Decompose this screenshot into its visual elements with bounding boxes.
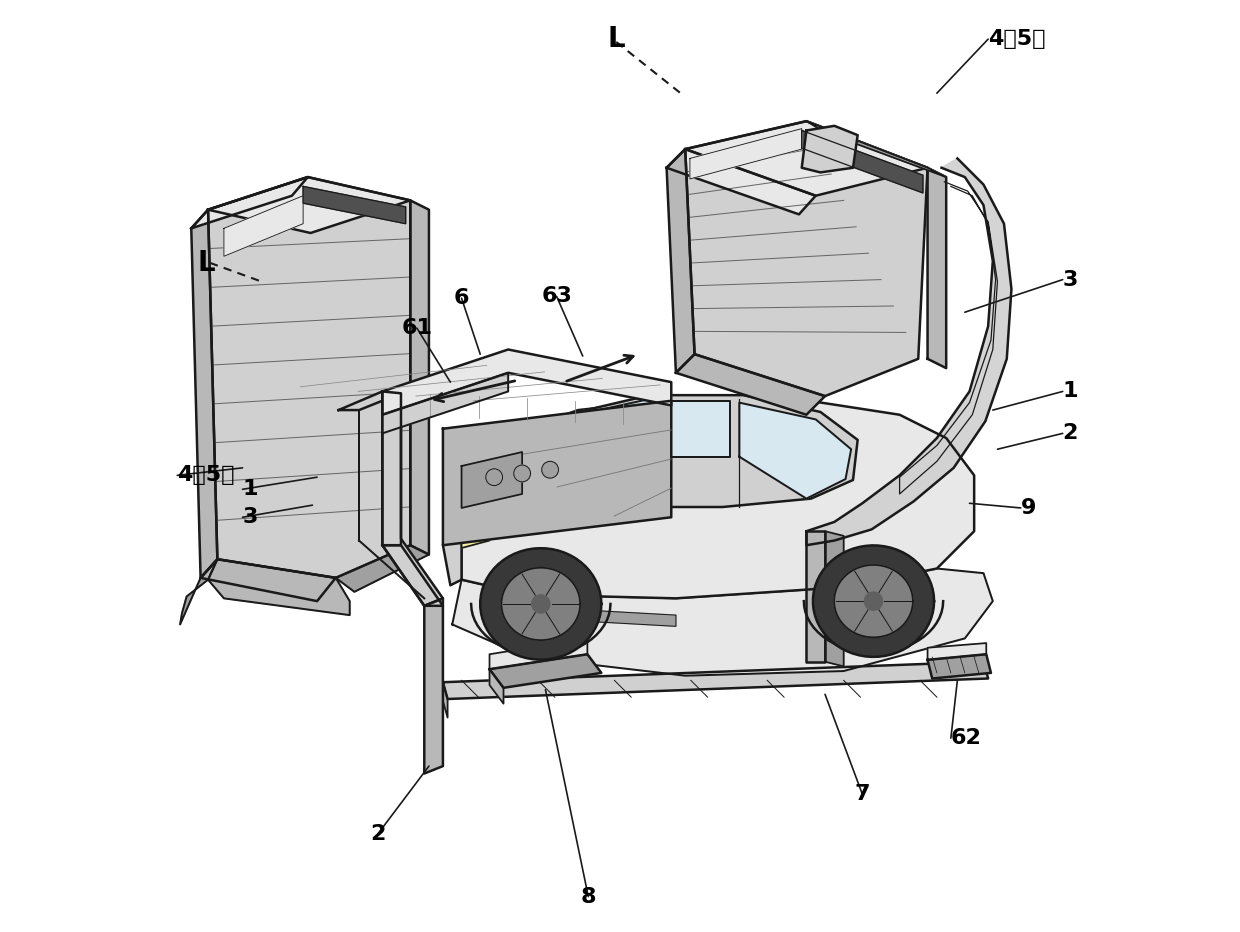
Polygon shape	[802, 130, 923, 193]
Text: 6: 6	[454, 288, 469, 308]
Polygon shape	[806, 531, 825, 662]
Polygon shape	[208, 177, 410, 233]
Text: 1: 1	[1063, 381, 1079, 402]
Text: 8: 8	[580, 886, 596, 907]
Text: 1: 1	[243, 479, 258, 500]
Polygon shape	[490, 654, 601, 688]
Text: 3: 3	[1063, 269, 1078, 290]
Polygon shape	[191, 177, 308, 228]
Polygon shape	[676, 354, 825, 415]
Text: 4（5）: 4（5）	[177, 465, 234, 486]
Text: 3: 3	[243, 507, 258, 528]
Polygon shape	[424, 598, 443, 774]
Polygon shape	[382, 391, 401, 545]
Polygon shape	[443, 501, 461, 585]
Text: L: L	[608, 25, 625, 53]
Polygon shape	[339, 391, 443, 606]
Text: 61: 61	[402, 318, 433, 338]
Polygon shape	[336, 545, 429, 592]
Polygon shape	[490, 669, 503, 704]
Text: 9: 9	[1021, 498, 1037, 518]
Text: 4（5）: 4（5）	[988, 29, 1045, 49]
Polygon shape	[382, 545, 443, 606]
Polygon shape	[382, 373, 508, 433]
Polygon shape	[686, 121, 928, 396]
Text: 7: 7	[854, 784, 870, 804]
Polygon shape	[303, 186, 405, 224]
Polygon shape	[490, 638, 588, 669]
Text: 62: 62	[951, 728, 982, 748]
Polygon shape	[928, 643, 986, 660]
Text: 63: 63	[541, 286, 572, 307]
Polygon shape	[224, 196, 303, 256]
Polygon shape	[813, 545, 934, 657]
Polygon shape	[667, 149, 816, 214]
Polygon shape	[382, 350, 671, 415]
Polygon shape	[501, 568, 580, 640]
Polygon shape	[835, 565, 913, 637]
Polygon shape	[461, 452, 522, 508]
Circle shape	[486, 469, 502, 486]
Circle shape	[542, 461, 558, 478]
Polygon shape	[480, 548, 601, 660]
Circle shape	[513, 465, 531, 482]
Polygon shape	[461, 522, 490, 548]
Polygon shape	[667, 149, 694, 373]
Polygon shape	[208, 177, 410, 578]
Polygon shape	[802, 126, 858, 172]
Polygon shape	[443, 662, 988, 699]
Polygon shape	[686, 121, 928, 196]
Polygon shape	[928, 168, 946, 368]
Polygon shape	[543, 395, 858, 507]
Polygon shape	[928, 654, 991, 678]
Circle shape	[532, 595, 549, 613]
Polygon shape	[508, 606, 676, 626]
Text: 2: 2	[370, 824, 386, 844]
Polygon shape	[460, 399, 975, 598]
Polygon shape	[825, 531, 843, 666]
Polygon shape	[739, 403, 851, 499]
Polygon shape	[201, 559, 336, 601]
Polygon shape	[689, 129, 802, 179]
Polygon shape	[443, 682, 448, 718]
Polygon shape	[180, 559, 217, 624]
Polygon shape	[657, 401, 730, 457]
Text: 2: 2	[1063, 423, 1078, 444]
Polygon shape	[208, 559, 350, 615]
Polygon shape	[546, 399, 650, 496]
Polygon shape	[410, 200, 429, 555]
Circle shape	[864, 592, 883, 610]
Polygon shape	[443, 401, 671, 545]
Polygon shape	[806, 121, 946, 177]
Polygon shape	[806, 158, 1012, 545]
Polygon shape	[453, 569, 993, 676]
Text: L: L	[197, 249, 215, 277]
Polygon shape	[191, 210, 217, 578]
